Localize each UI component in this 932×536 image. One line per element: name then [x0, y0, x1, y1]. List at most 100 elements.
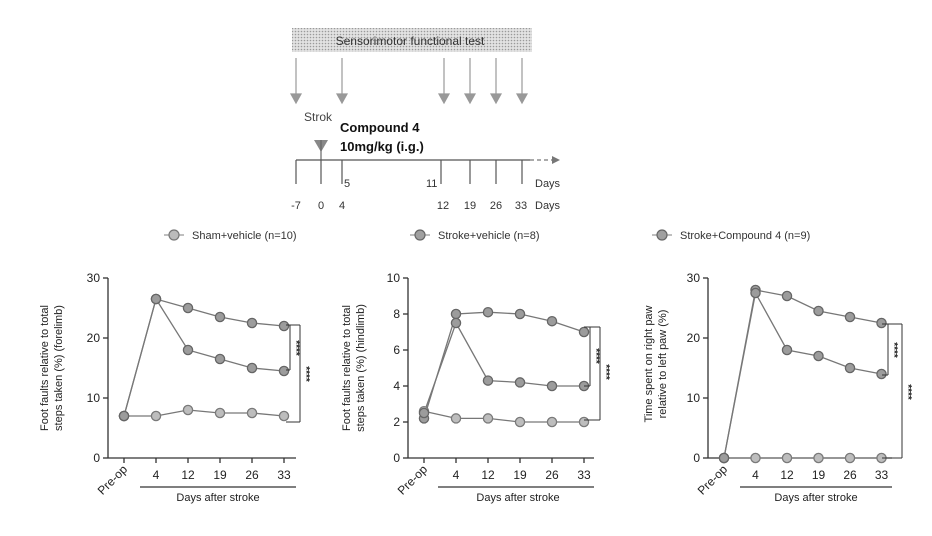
- test-banner: [292, 28, 532, 52]
- data-point: [844, 452, 856, 464]
- timeline-day-label: 19: [464, 200, 476, 212]
- stroke-marker: [314, 140, 328, 160]
- data-point: [781, 344, 793, 356]
- x-axis-label: Days after stroke: [774, 492, 857, 504]
- y-tick-label: 30: [687, 271, 701, 285]
- data-point: [750, 452, 761, 464]
- data-point: [450, 317, 462, 329]
- y-axis-label-line2: steps taken (%) (hindlimb): [355, 304, 367, 432]
- x-tick-label: 4: [153, 468, 160, 482]
- x-tick-label: 26: [843, 468, 857, 482]
- data-point: [546, 380, 558, 392]
- y-tick-label: 8: [393, 307, 400, 321]
- data-point: [718, 452, 730, 464]
- legend: Sham+vehicle (n=10) Stroke+vehicle (n=8)…: [164, 229, 810, 242]
- data-point: [214, 407, 226, 419]
- data-point: [514, 416, 526, 428]
- x-tick-label: 26: [545, 468, 559, 482]
- data-point: [450, 413, 462, 424]
- data-point: [578, 416, 590, 428]
- timeline-lower-unit: Days: [535, 200, 561, 212]
- series-line: [423, 311, 585, 419]
- legend-label: Sham+vehicle (n=10): [192, 230, 297, 242]
- y-axis-label-line1: Time spent on right paw: [643, 305, 655, 422]
- x-axis-label: Days after stroke: [476, 492, 559, 504]
- series-line: [123, 298, 285, 417]
- x-tick-label: 12: [481, 468, 495, 482]
- test-arrow-head: [335, 93, 349, 105]
- data-point: [418, 407, 430, 419]
- data-point: [514, 377, 526, 388]
- y-tick-label: 10: [87, 391, 101, 405]
- y-axis-label-line2: steps taken (%) (forelimb): [53, 305, 65, 431]
- x-tick-label: Pre-op: [95, 462, 131, 498]
- chart-forelimb: Foot faults relative to total steps take…: [39, 271, 311, 504]
- y-tick-label: 30: [87, 271, 101, 285]
- timeline-day-label: 4: [339, 200, 345, 212]
- series-group: [418, 306, 590, 428]
- x-axis-label: Days after stroke: [176, 492, 259, 504]
- timeline-schematic: Sensorimotor functional test Strok Compo…: [289, 28, 561, 212]
- legend-marker: [414, 229, 426, 241]
- y-axis-label-line2: relative to left paw (%): [657, 310, 669, 419]
- x-tick-label: 33: [577, 468, 591, 482]
- y-tick-label: 0: [693, 451, 700, 465]
- y-tick-label: 20: [687, 331, 701, 345]
- data-point: [876, 317, 887, 329]
- data-point: [546, 315, 558, 327]
- data-point: [450, 308, 462, 320]
- legend-item-sham: Sham+vehicle (n=10): [164, 229, 297, 242]
- y-tick-label: 20: [87, 331, 101, 345]
- y-tick-label: 10: [387, 271, 401, 285]
- x-tick-label: 19: [213, 468, 227, 482]
- timeline-upper-unit: Days: [535, 178, 561, 190]
- y-axis-label-line1: Foot faults relative to total: [341, 305, 353, 431]
- series-line: [423, 410, 584, 423]
- timeline-day-label: 12: [437, 200, 449, 212]
- data-point: [214, 353, 226, 365]
- y-tick-label: 10: [687, 391, 701, 405]
- series-group: [718, 284, 887, 464]
- data-point: [813, 350, 824, 362]
- data-point: [150, 293, 162, 305]
- data-point: [246, 317, 258, 329]
- y-tick-label: 0: [393, 451, 400, 465]
- data-point: [813, 452, 824, 464]
- test-arrow-head: [515, 93, 529, 105]
- data-point: [150, 410, 162, 422]
- series-group: [118, 293, 290, 422]
- data-point: [781, 290, 793, 302]
- timeline-day-label: 26: [490, 200, 502, 212]
- data-point: [246, 362, 258, 374]
- legend-label: Stroke+Compound 4 (n=9): [680, 230, 810, 242]
- data-point: [781, 452, 793, 464]
- data-point: [182, 404, 194, 416]
- x-tick-label: 19: [812, 468, 826, 482]
- test-arrow-head: [437, 93, 451, 105]
- y-axis-label-line1: Foot faults relative to total: [39, 305, 51, 431]
- data-point: [813, 305, 824, 317]
- data-point: [246, 407, 258, 419]
- data-point: [182, 302, 194, 314]
- legend-marker: [656, 229, 668, 241]
- series-line: [423, 321, 584, 414]
- significance-stars: ****: [590, 348, 601, 364]
- legend-label: Stroke+vehicle (n=8): [438, 230, 540, 242]
- significance-stars: ****: [888, 342, 899, 358]
- x-tick-label: 4: [453, 468, 460, 482]
- timeline-day-label: 0: [318, 200, 324, 212]
- data-point: [118, 410, 130, 422]
- timeline-upper-tick-11: 11: [426, 178, 437, 190]
- data-point: [214, 311, 226, 323]
- data-point: [182, 344, 194, 356]
- timeline-axis-arrowhead: [552, 156, 560, 164]
- x-tick-label: 12: [181, 468, 195, 482]
- test-arrow-head: [289, 93, 303, 105]
- data-point: [514, 308, 526, 320]
- stroke-label: Strok: [304, 110, 333, 124]
- test-arrow-head: [463, 93, 477, 105]
- series-line: [124, 409, 285, 417]
- data-point: [750, 287, 761, 299]
- series-line: [123, 297, 285, 417]
